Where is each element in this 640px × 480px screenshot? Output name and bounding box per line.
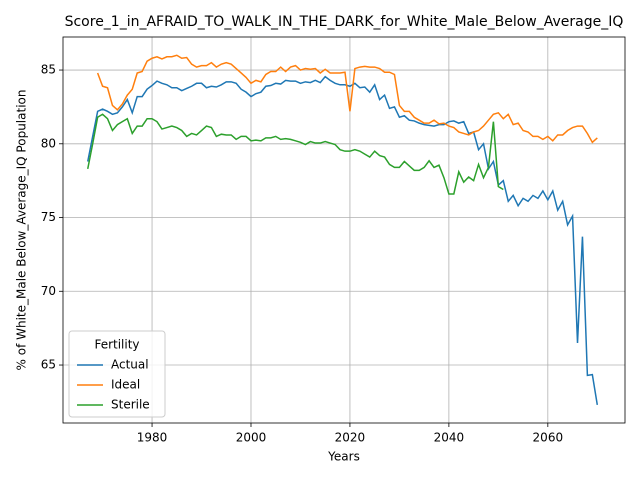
y-tick-label: 75 xyxy=(41,210,56,224)
series-line xyxy=(87,113,504,195)
legend: Fertility Actual Ideal Sterile xyxy=(68,330,166,418)
legend-title: Fertility xyxy=(94,338,139,352)
legend-box xyxy=(68,330,166,418)
legend-label: Ideal xyxy=(111,378,140,392)
series-line xyxy=(87,75,599,405)
legend-label: Actual xyxy=(111,358,149,372)
x-tick-label: 2000 xyxy=(236,431,267,445)
legend-label: Sterile xyxy=(111,398,150,412)
x-tick-label: 2040 xyxy=(434,431,465,445)
y-tick-label: 85 xyxy=(41,63,56,77)
x-tick-label: 1980 xyxy=(137,431,168,445)
y-tick-label: 65 xyxy=(41,358,56,372)
chart-title: Score_1_in_AFRAID_TO_WALK_IN_THE_DARK_fo… xyxy=(65,14,624,30)
x-tick-label: 2060 xyxy=(533,431,564,445)
y-tick-label: 70 xyxy=(41,284,56,298)
series-line xyxy=(96,54,598,144)
x-axis-label: Years xyxy=(327,450,360,464)
y-tick-label: 80 xyxy=(41,136,56,150)
y-axis-label: % of White_Male Below_Average_IQ Populat… xyxy=(15,90,29,371)
x-tick-label: 2020 xyxy=(335,431,366,445)
plot-frame xyxy=(62,36,626,424)
